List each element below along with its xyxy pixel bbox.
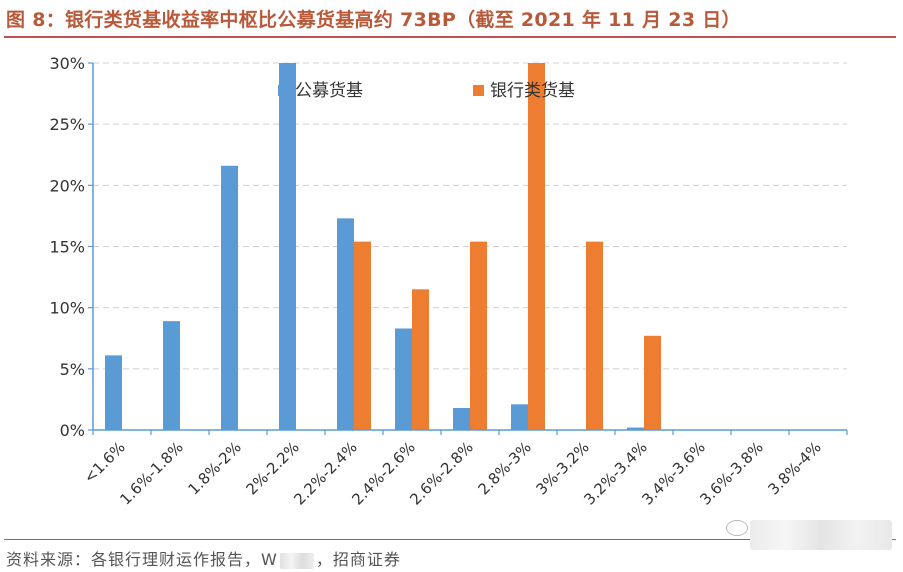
title-bar: 图 8：银行类货基收益率中枢比公募货基高约 73BP（截至 2021 年 11 … [4, 2, 896, 38]
source-note: 资料来源：各银行理财运作报告，W ，招商证券 [6, 546, 401, 570]
y-tick-label: 5% [60, 360, 85, 379]
redacted-text [279, 552, 314, 569]
legend-label: 公募货基 [295, 81, 363, 101]
bar-public-mmf [163, 321, 180, 430]
y-tick-label: 20% [49, 176, 85, 195]
y-tick-label: 10% [49, 299, 85, 318]
bar-public-mmf [627, 427, 644, 430]
legend: 公募货基 银行类货基 [278, 81, 575, 101]
watermark-logo-icon [726, 520, 748, 536]
grid-lines [93, 62, 847, 370]
x-tick-label: 2.8%-3% [474, 438, 534, 498]
y-tick-label: 0% [60, 421, 85, 440]
x-tick-label: 2%-2.2% [242, 438, 302, 498]
x-tick-label: 1.8%-2% [184, 438, 244, 498]
bar-public-mmf [105, 355, 122, 430]
y-tick-label: 15% [49, 238, 85, 257]
bar-public-mmf [511, 404, 528, 430]
bar-public-mmf [337, 218, 354, 430]
bar-bank-mmf [354, 241, 371, 430]
x-axis-labels: <1.6%1.6%-1.8%1.8%-2%2%-2.2%2.2%-2.4%2.4… [80, 438, 825, 508]
x-tick-label: 1.6%-1.8% [116, 438, 186, 508]
x-tick-label: 3%-3.2% [532, 438, 592, 498]
x-tick-label: <1.6% [80, 438, 129, 487]
bar-bank-mmf [528, 63, 545, 430]
source-suffix: ，招商证券 [315, 550, 401, 569]
x-tick-label: 3.8%-4% [764, 438, 824, 498]
footer-rule [4, 539, 896, 540]
source-prefix: 资料来源：各银行理财运作报告，W [6, 550, 278, 569]
x-tick-label: 3.6%-3.8% [696, 438, 766, 508]
legend-swatch [278, 85, 289, 96]
watermark-blur [750, 520, 892, 550]
bars [105, 63, 661, 430]
bar-public-mmf [221, 165, 238, 430]
bar-public-mmf [395, 328, 412, 430]
bar-bank-mmf [412, 289, 429, 430]
legend-swatch [473, 85, 484, 96]
x-tick-label: 2.6%-2.8% [406, 438, 476, 508]
bar-bank-mmf [644, 335, 661, 430]
y-tick-label: 25% [49, 115, 85, 134]
figure-title: 图 8：银行类货基收益率中枢比公募货基高约 73BP（截至 2021 年 11 … [6, 9, 741, 31]
x-axis [88, 62, 848, 435]
bar-public-mmf [453, 407, 470, 430]
bar-bank-mmf [470, 241, 487, 430]
y-axis-ticks: 0% 5% 10% 15% 20% 25% 30% [49, 54, 85, 440]
y-tick-label: 30% [49, 54, 85, 73]
bar-public-mmf [279, 63, 296, 430]
legend-label: 银行类货基 [490, 81, 575, 101]
bar-bank-mmf [586, 241, 603, 430]
